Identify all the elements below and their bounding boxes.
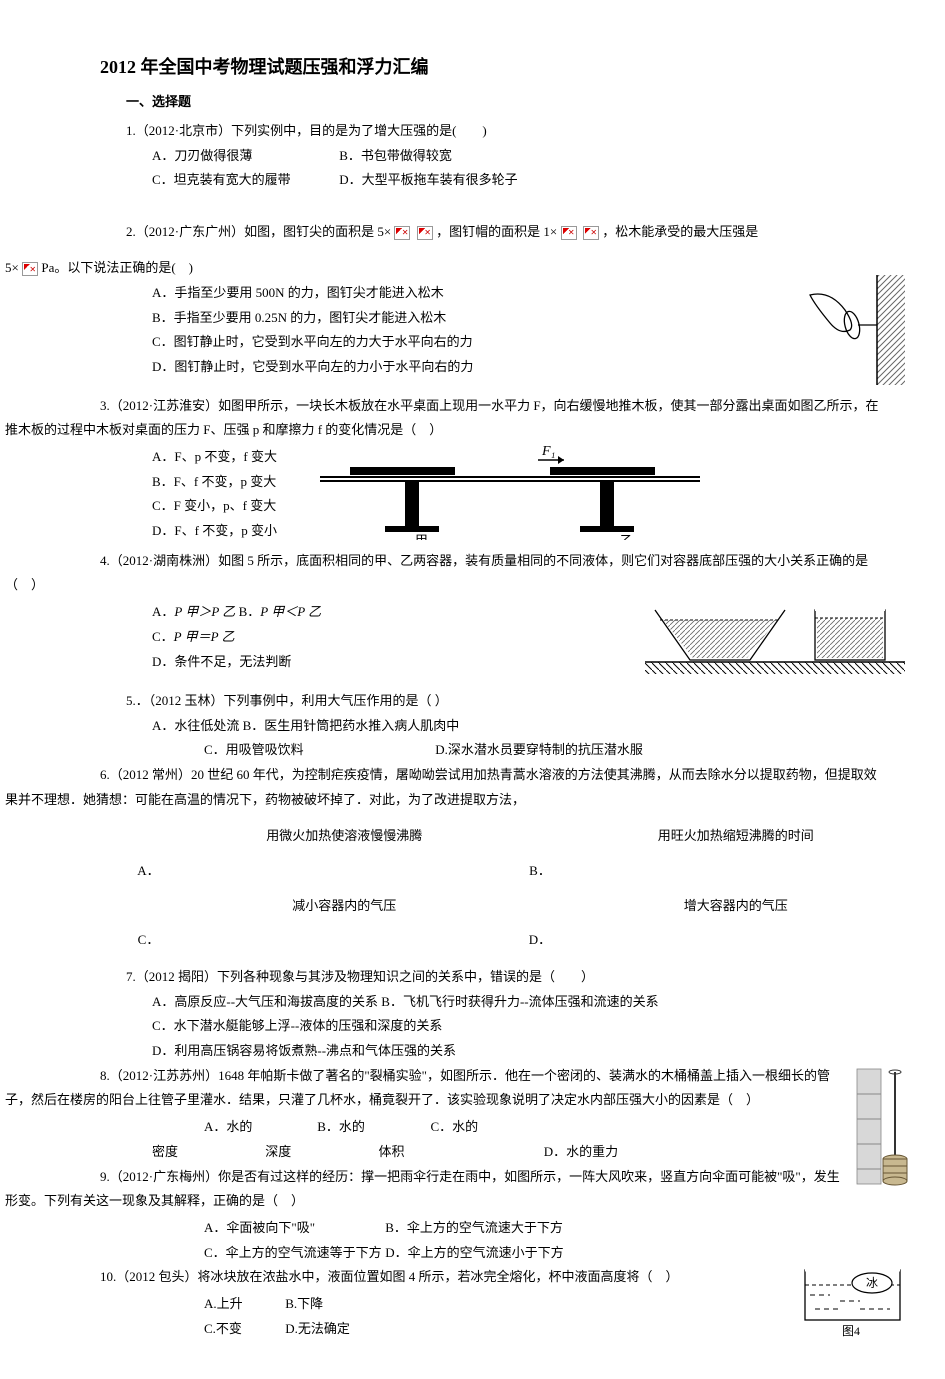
q6-C-label: C． <box>102 924 195 957</box>
q6-B-label: B． <box>494 855 587 888</box>
q3-optD: D．F、f 不变，p 变小 <box>100 519 300 544</box>
q8-stem: 8.（2012·江苏苏州）1648 年帕斯卡做了著名的"裂桶实验"，如图所示．他… <box>5 1068 830 1108</box>
question-2: 2.（2012·广东广州）如图，图钉尖的面积是 5× ，图钉帽的面积是 1× ，… <box>100 220 885 245</box>
q7-optD: D．利用高压锅容易将饭煮熟--沸点和气体压强的关系 <box>100 1039 885 1064</box>
q9-optB: B．伞上方的空气流速大于下方 <box>385 1220 563 1235</box>
q4-stem: 4.（2012·湖南株洲）如图 5 所示，底面积相同的甲、乙两容器，装有质量相同… <box>5 553 868 593</box>
q2-stem-a: 2.（2012·广东广州）如图，图钉尖的面积是 5× <box>126 224 391 239</box>
q3-optC: C．F 变小，p、f 变大 <box>100 494 300 519</box>
q3-right-label: 乙 <box>620 533 633 540</box>
q8-optD: D．水的重力 <box>492 1140 618 1165</box>
q7-stem: 7.（2012 揭阳）下列各种现象与其涉及物理知识之间的关系中，错误的是（ ） <box>100 965 885 990</box>
q9-row2: C．伞上方的空气流速等于下方 D．伞上方的空气流速小于下方 <box>100 1241 885 1266</box>
q10-stem: 10.（2012 包头）将冰块放在浓盐水中，液面位置如图 4 所示，若冰完全熔化… <box>100 1269 679 1284</box>
broken-image-icon <box>583 226 599 240</box>
broken-image-icon <box>22 262 38 276</box>
q7-optB: B．飞机飞行时获得升力--流体压强和流速的关系 <box>378 994 659 1009</box>
question-2-options: A．手指至少要用 500N 的力，图钉尖才能进入松木 B．手指至少要用 0.25… <box>100 281 885 380</box>
q9-stem: 9.（2012·广东梅州）你是否有过这样的经历：撑一把雨伞行走在雨中，如图所示，… <box>5 1169 840 1209</box>
q1-row2: C．坦克装有宽大的履带 D．大型平板拖车装有很多轮子 <box>100 168 885 193</box>
q6-options-table: 用微火加热使溶液慢慢沸腾 用旺火加热缩短沸腾的时间 A． B． 减小容器内的气压… <box>100 818 885 959</box>
q10-optB: B.下降 <box>285 1296 323 1311</box>
q4-figure <box>645 600 905 689</box>
q5-optA: A．水往低处流 <box>152 718 239 733</box>
q2-line2: 5× Pa。以下说法正确的是( ) <box>5 256 885 281</box>
section-header: 一、选择题 <box>100 90 885 115</box>
broken-image-icon <box>417 226 433 240</box>
q2-stem-b: ，图钉帽的面积是 1× <box>436 224 557 239</box>
q2-stem-line1: 2.（2012·广东广州）如图，图钉尖的面积是 5× ，图钉帽的面积是 1× ，… <box>100 220 885 245</box>
q5-optD: D.深水潜水员要穿特制的抗压潜水服 <box>435 742 643 757</box>
q6-optA1: 用微火加热使溶液慢慢沸腾 <box>197 820 492 853</box>
question-4: 4.（2012·湖南株洲）如图 5 所示，底面积相同的甲、乙两容器，装有质量相同… <box>5 549 885 598</box>
q6-A-label: A． <box>102 855 195 888</box>
q6-optB1: 用旺火加热缩短沸腾的时间 <box>589 820 884 853</box>
q3-left-label: 甲 <box>415 533 428 540</box>
q10-fig-label: 图4 <box>842 1324 860 1338</box>
q3-figure: F₁ 甲 乙 <box>320 445 700 549</box>
q10-optA: A.上升 <box>152 1292 282 1317</box>
q2-stem-c: ，松木能承受的最大压强是 <box>602 224 758 239</box>
q4-optA-val: P 甲＞P 乙 <box>174 604 235 619</box>
q8-options: A．水的密度 B．水的深度 C．水的体积 D．水的重力 <box>100 1115 885 1164</box>
q6-optD1: 增大容器内的气压 <box>589 890 884 923</box>
q7-optA: A．高原反应--大气压和海拔高度的关系 <box>152 994 378 1009</box>
q9-row1: A．伞面被向下"吸" B．伞上方的空气流速大于下方 <box>100 1216 885 1241</box>
q2-optD: D．图钉静止时，它受到水平向左的力小于水平向右的力 <box>100 355 885 380</box>
broken-image-icon <box>561 226 577 240</box>
q4-optB-label: B． <box>239 604 261 619</box>
q2-optC: C．图钉静止时，它受到水平向左的力大于水平向右的力 <box>100 330 885 355</box>
q2-optA: A．手指至少要用 500N 的力，图钉尖才能进入松木 <box>100 281 885 306</box>
q10-row2: C.不变 D.无法确定 <box>100 1317 885 1342</box>
q8-optB: B．水的深度 <box>265 1115 375 1164</box>
q2-optB: B．手指至少要用 0.25N 的力，图钉尖才能进入松木 <box>100 306 885 331</box>
q6-optC1: 减小容器内的气压 <box>197 890 492 923</box>
q10-row1: A.上升 B.下降 <box>100 1292 885 1317</box>
question-8: 8.（2012·江苏苏州）1648 年帕斯卡做了著名的"裂桶实验"，如图所示．他… <box>5 1064 885 1113</box>
q4-optA-label: A． <box>152 604 174 619</box>
q1-optB: B．书包带做得较宽 <box>339 148 452 163</box>
q3-optB: B．F、f 不变，p 变大 <box>100 470 300 495</box>
question-1: 1.（2012·北京市）下列实例中，目的是为了增大压强的是( ) A．刀刃做得很… <box>100 119 885 193</box>
q5-optB: B．医生用针筒把药水推入病人肌肉中 <box>239 718 459 733</box>
q5-optC: C．用吸管吸饮料 <box>152 738 432 763</box>
question-10: 10.（2012 包头）将冰块放在浓盐水中，液面位置如图 4 所示，若冰完全熔化… <box>5 1265 885 1290</box>
q5-stem: 5.．（2012 玉林）下列事例中，利用大气压作用的是（ ） <box>100 689 885 714</box>
q3-force-label: F₁ <box>541 445 555 459</box>
q3-stem: 3.（2012·江苏淮安）如图甲所示，一块长木板放在水平桌面上现用一水平力 F，… <box>5 398 879 438</box>
q6-stem: 6.（2012 常州）20 世纪 60 年代，为控制疟疾疫情，屠呦呦尝试用加热青… <box>5 767 877 807</box>
q1-optC: C．坦克装有宽大的履带 <box>126 168 336 193</box>
q1-optA: A．刀刃做得很薄 <box>126 144 336 169</box>
q2-stem2b: Pa。以下说法正确的是( ) <box>41 260 193 275</box>
q1-stem: 1.（2012·北京市）下列实例中，目的是为了增大压强的是( ) <box>100 119 885 144</box>
page-title: 2012 年全国中考物理试题压强和浮力汇编 <box>100 50 885 84</box>
q1-optD: D．大型平板拖车装有很多轮子 <box>339 172 517 187</box>
question-9: 9.（2012·广东梅州）你是否有过这样的经历：撑一把雨伞行走在雨中，如图所示，… <box>5 1165 885 1214</box>
q9-optC: C．伞上方的空气流速等于下方 <box>152 1241 382 1266</box>
q9-optD: D．伞上方的空气流速小于下方 <box>385 1245 563 1260</box>
q9-optA: A．伞面被向下"吸" <box>152 1216 382 1241</box>
q5-row1: A．水往低处流 B．医生用针筒把药水推入病人肌肉中 <box>100 714 885 739</box>
q4-optC-label: C． <box>152 629 174 644</box>
q2-stem2a: 5× <box>5 260 19 275</box>
question-6: 6.（2012 常州）20 世纪 60 年代，为控制疟疾疫情，屠呦呦尝试用加热青… <box>5 763 885 812</box>
q4-optB-val: P 甲＜P 乙 <box>260 604 321 619</box>
q1-row1: A．刀刃做得很薄 B．书包带做得较宽 <box>100 144 885 169</box>
q4-optC-val: P 甲＝P 乙 <box>174 629 235 644</box>
broken-image-icon <box>394 226 410 240</box>
q7-row1: A．高原反应--大气压和海拔高度的关系 B．飞机飞行时获得升力--流体压强和流速… <box>100 990 885 1015</box>
q8-optC: C．水的体积 <box>379 1115 489 1164</box>
q6-D-label: D． <box>494 924 587 957</box>
q5-row2: C．用吸管吸饮料 D.深水潜水员要穿特制的抗压潜水服 <box>100 738 885 763</box>
q7-optC: C．水下潜水艇能够上浮--液体的压强和深度的关系 <box>100 1014 885 1039</box>
q3-optA: A．F、p 不变，f 变大 <box>100 445 300 470</box>
q10-optD: D.无法确定 <box>285 1321 350 1336</box>
q10-optC: C.不变 <box>152 1317 282 1342</box>
q8-optA: A．水的密度 <box>152 1115 262 1164</box>
question-3: 3.（2012·江苏淮安）如图甲所示，一块长木板放在水平桌面上现用一水平力 F，… <box>5 394 885 443</box>
